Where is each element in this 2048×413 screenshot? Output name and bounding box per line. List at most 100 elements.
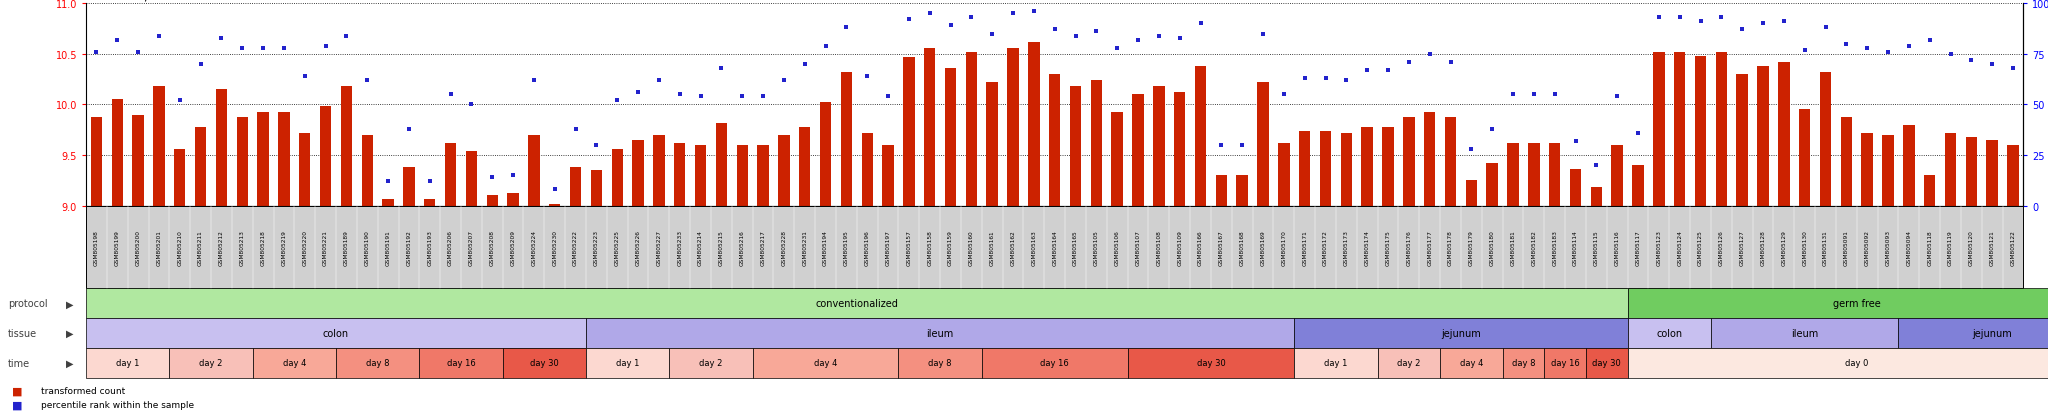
Text: GSM805211: GSM805211 [199, 230, 203, 265]
Point [1268, 92, 1300, 98]
Point [684, 94, 717, 100]
Point [1808, 25, 1841, 32]
Text: GSM805114: GSM805114 [1573, 230, 1579, 265]
Bar [840, 73, 852, 206]
Point [580, 142, 612, 149]
Text: GSM805164: GSM805164 [1053, 230, 1057, 265]
Bar [1112, 113, 1122, 206]
Bar [258, 113, 268, 206]
Text: GSM805195: GSM805195 [844, 230, 850, 265]
Text: GSM805158: GSM805158 [928, 230, 932, 265]
Text: GSM805214: GSM805214 [698, 230, 702, 265]
Text: GSM805118: GSM805118 [1927, 230, 1931, 265]
Bar [424, 199, 436, 206]
Point [1038, 27, 1071, 34]
Text: GSM805206: GSM805206 [449, 230, 453, 265]
Point [1726, 27, 1759, 34]
Text: GSM805109: GSM805109 [1178, 230, 1182, 265]
Text: GSM805177: GSM805177 [1427, 230, 1432, 265]
Point [1851, 45, 1884, 52]
Bar [1444, 117, 1456, 206]
Point [100, 37, 133, 44]
Point [1747, 21, 1780, 28]
Point [1538, 92, 1571, 98]
Point [1184, 21, 1217, 28]
Text: GSM805168: GSM805168 [1239, 230, 1245, 265]
Point [184, 62, 217, 68]
Text: GSM805130: GSM805130 [1802, 230, 1806, 265]
Text: colon: colon [324, 328, 348, 338]
Bar [1591, 188, 1602, 206]
Text: GSM805226: GSM805226 [635, 230, 641, 265]
Point [1497, 92, 1530, 98]
Point [289, 74, 322, 80]
Text: GSM805180: GSM805180 [1489, 230, 1495, 265]
Text: day 2: day 2 [199, 358, 223, 368]
Bar [465, 152, 477, 206]
Bar [195, 127, 207, 206]
Text: ▶: ▶ [66, 299, 74, 309]
Text: day 4: day 4 [1460, 358, 1483, 368]
Text: GSM805216: GSM805216 [739, 230, 745, 265]
Bar [279, 113, 289, 206]
Point [643, 78, 676, 84]
Text: GSM805167: GSM805167 [1219, 230, 1225, 265]
Text: GSM805215: GSM805215 [719, 230, 723, 265]
Point [164, 98, 197, 104]
Bar [1382, 127, 1395, 206]
Text: GSM805200: GSM805200 [135, 230, 141, 265]
Bar [1423, 113, 1436, 206]
Point [600, 98, 633, 104]
Bar [1133, 95, 1143, 206]
Text: GSM805129: GSM805129 [1782, 230, 1786, 265]
Text: GSM805193: GSM805193 [428, 230, 432, 265]
Bar [508, 194, 518, 206]
Point [143, 33, 176, 40]
Point [954, 15, 987, 21]
Text: GSM805228: GSM805228 [782, 230, 786, 265]
Point [1872, 49, 1905, 56]
Bar [590, 171, 602, 206]
Text: GSM805207: GSM805207 [469, 230, 473, 265]
Point [975, 31, 1008, 38]
Text: GSM805217: GSM805217 [760, 230, 766, 265]
Point [829, 25, 862, 32]
Bar [1237, 176, 1247, 206]
Text: GSM805125: GSM805125 [1698, 230, 1704, 265]
Text: tissue: tissue [8, 328, 37, 338]
Point [1913, 37, 1946, 44]
Bar [1008, 49, 1018, 206]
Text: GSM805183: GSM805183 [1552, 230, 1556, 265]
Bar [133, 116, 143, 206]
Text: GSM805224: GSM805224 [530, 230, 537, 265]
Bar [1069, 87, 1081, 206]
Point [1059, 33, 1092, 40]
Point [1372, 67, 1405, 74]
Text: day 8: day 8 [367, 358, 389, 368]
Bar [1903, 125, 1915, 206]
Point [893, 17, 926, 24]
Text: GSM805231: GSM805231 [803, 230, 807, 265]
Text: GSM805212: GSM805212 [219, 230, 223, 265]
Text: GSM805220: GSM805220 [303, 230, 307, 265]
Point [1518, 92, 1550, 98]
Point [1413, 51, 1446, 58]
Point [1309, 76, 1341, 82]
Point [268, 45, 301, 52]
Bar [737, 145, 748, 206]
Text: GSM805123: GSM805123 [1657, 230, 1661, 265]
Text: jejunum: jejunum [1972, 328, 2011, 338]
Text: GSM805107: GSM805107 [1135, 230, 1141, 265]
Text: day 2: day 2 [698, 358, 723, 368]
Point [748, 94, 780, 100]
Text: GSM805192: GSM805192 [406, 230, 412, 265]
Point [414, 178, 446, 185]
Point [1956, 57, 1989, 64]
Bar [612, 150, 623, 206]
Point [559, 126, 592, 133]
Point [1247, 31, 1280, 38]
Text: GSM805233: GSM805233 [678, 230, 682, 265]
Text: GSM805194: GSM805194 [823, 230, 827, 265]
Point [1579, 162, 1612, 169]
Point [434, 92, 467, 98]
